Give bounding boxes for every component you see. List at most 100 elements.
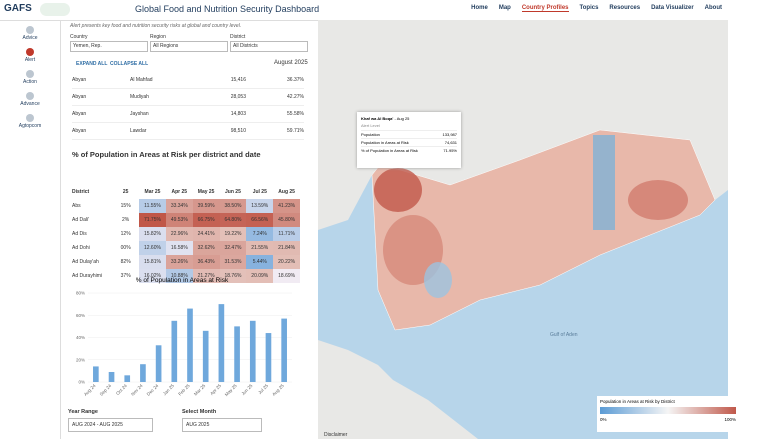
heatmap-row: Ad Dulay'ah 82% 15.81% 33.26% 36.43% 31.53% 5.… [70,255,301,269]
filter-label: Region [150,34,166,40]
heatmap-cell: 5.44% [246,255,274,269]
filter-label: District [230,34,246,40]
table-cell: Al Mahfad [130,77,153,83]
sidebar-item[interactable]: Action [0,66,60,88]
x-tick-label: Jun 25 [240,383,253,396]
row-header: Ad Dali' [72,217,90,223]
bar [187,308,193,382]
sidebar-item[interactable]: Alert [0,44,60,66]
collapse-all[interactable]: COLLAPSE ALL [110,61,149,67]
column-header: District [72,189,90,195]
heatmap-cell: 37% [120,273,131,279]
heatmap-cell: 10.88% [165,269,193,283]
heatmap-cell: 12% [120,231,131,237]
nav-item[interactable]: Country Profiles [521,5,569,12]
filter-value: All Districts [230,41,308,52]
x-tick-label: May 25 [224,383,238,397]
logo-badge [40,3,70,16]
tooltip-key: Population [361,132,380,137]
column-header: Aug 25 [278,189,295,195]
nav-item[interactable]: Map [498,5,511,11]
y-tick-label: 40% [76,335,85,340]
heatmap-cell: 21.84% [273,241,301,255]
sidebar-item[interactable]: Advance [0,88,60,110]
x-tick-label: Apr 25 [209,383,222,396]
filter[interactable]: Country Yemen, Rep. [70,34,148,52]
tooltip-row: % of Population in Areas at Risk 71.95% [361,146,457,154]
filter[interactable]: Region All Regions [150,34,228,52]
tooltip-row: Population in Areas at Risk 74,631 [361,138,457,146]
sidebar-label: Action [23,79,37,85]
nav-item[interactable]: About [704,5,722,11]
bar [93,366,99,382]
intro: Alert presents key food and nutrition se… [70,23,242,29]
x-tick-label: Feb 25 [177,383,191,397]
table-cell: 28,053 [230,94,246,100]
disclaimer[interactable]: Disclaimer [324,432,348,438]
heatmap-cell: 15.81% [139,255,166,269]
row-header: Ad Dohi [72,245,90,251]
sidebar-icon [26,26,34,34]
column-header: Apr 25 [171,189,188,195]
table-cell: 59.71% [287,128,304,134]
y-tick-label: 80% [76,291,85,296]
tooltip-date: Aug 25 [396,116,410,121]
land-africa [318,340,478,439]
nav-item[interactable]: Data Visualizer [651,5,694,11]
bar [249,320,256,382]
region [628,180,688,220]
sidebar-icon [26,48,34,56]
region [374,168,422,212]
filter[interactable]: District All Districts [230,34,308,52]
y-tick-label: 60% [76,313,85,318]
table-cell: Jayshan [130,111,149,117]
table-cell: 42.27% [287,94,304,100]
nav-item[interactable]: Home [471,5,488,11]
expand-all[interactable]: EXPAND ALL [76,61,108,67]
logo[interactable]: GAFS [4,3,32,14]
y-tick-label: 0% [78,380,85,385]
tooltip-value: 133,987 [442,132,457,137]
filter-value: All Regions [150,41,228,52]
nav-item[interactable]: Resources [609,5,641,11]
x-tick-label: Aug 25 [271,383,285,397]
table: Abyan Al Mahfad 15,416 36.37% Abyan Mudiyah 28… [72,72,304,140]
sidebar-item[interactable]: Advice [0,22,60,44]
heatmap-title: % of Population in Areas at Risk per dis… [72,150,261,159]
land [318,20,728,230]
y-tick-label: 20% [76,357,85,362]
heatmap-row: Ad Dohi 00% 12.60% 16.58% 32.62% 32.47% 21.55%… [70,241,301,255]
heatmap-cell: 38.50% [219,199,247,213]
x-tick-label: Jul 25 [257,383,269,395]
x-tick-label: Dec 24 [146,383,160,397]
filter-label: Country [70,34,88,40]
sidebar-label: Advice [22,35,38,41]
column-header: Jul 25 [252,189,267,195]
heatmap-cell: 82% [120,259,131,265]
map[interactable]: Gulf of Aden Disclaimer [318,20,742,439]
yemen [371,129,716,331]
nav-item[interactable]: Topics [579,5,599,11]
heatmap-cell: 2% [122,217,130,223]
column-header: 25 [122,189,129,195]
heatmap-cell: 15% [120,203,131,209]
heatmap-cell: 33.34% [165,199,193,213]
heatmap-cell: 45.80% [273,213,301,227]
heatmap-header: District 25 Mar 25 Apr 25 May 25 Jun 25 Jul 25… [70,185,300,199]
sidebar-icon [26,92,34,100]
bar [171,320,178,382]
select-month[interactable]: AUG 2025 [182,418,262,432]
legend-max: 100% [724,417,736,422]
chart-title: % of Population in Areas at Risk [136,277,229,284]
x-tick-label: Aug 24 [83,383,97,397]
heatmap-row: Abs 15% 11.55% 33.34% 39.59% 38.50% 13.59% 41.2… [70,199,301,213]
row-header: Ad Durayhimi [72,273,103,279]
heatmap-cell: 19.22% [219,227,247,241]
sidebar-icon [26,114,34,122]
heatmap-cell: 36.43% [192,255,220,269]
heatmap-cell: 18.76% [219,269,247,283]
sidebar-item[interactable]: Agtopcom [0,110,60,132]
year-range[interactable]: AUG 2024 - AUG 2025 [68,418,153,432]
heatmap-cell: 11.71% [273,227,301,241]
